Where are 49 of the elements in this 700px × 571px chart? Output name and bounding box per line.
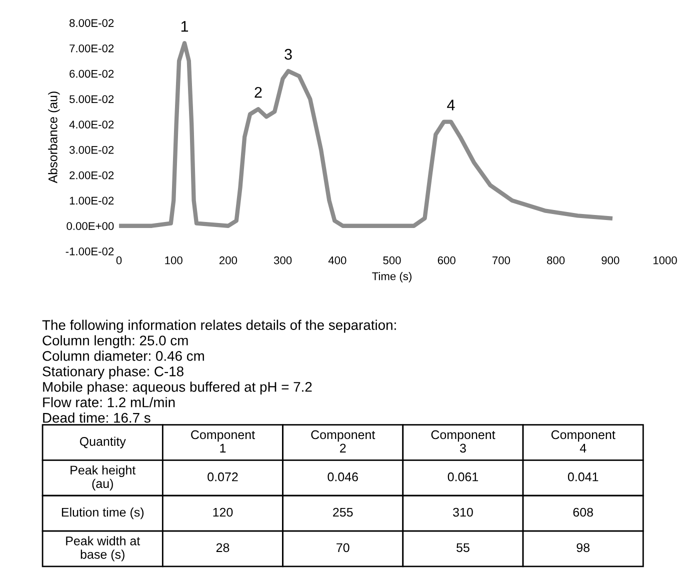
- x-tick-label: 900: [602, 256, 620, 264]
- text: Component 1: [191, 430, 255, 452]
- y-tick-label: 4.00E-02: [69, 120, 114, 128]
- x-tick-label: 300: [274, 256, 292, 264]
- annotation: 3: [284, 48, 292, 60]
- text: 70: [336, 543, 350, 552]
- y-tick-label: 6.00E-02: [70, 70, 114, 78]
- y-tick-label: 1.00E-02: [70, 196, 114, 205]
- text: Component 4: [551, 430, 616, 452]
- text: 0.061: [448, 472, 478, 482]
- x-tick-label: 600: [438, 256, 456, 264]
- text: 55: [456, 543, 470, 552]
- line-series: [119, 41, 612, 228]
- x-axis-title: Time (s): [372, 272, 412, 282]
- y-tick-label: 7.00E-02: [70, 44, 114, 52]
- text: 310: [453, 508, 473, 517]
- x-tick-label: 0: [116, 256, 122, 264]
- x-tick-label: 500: [383, 256, 401, 264]
- x-tick-label: 1000: [653, 256, 677, 264]
- y-tick-label: 2.00E-02: [70, 171, 114, 180]
- annotation: 4: [447, 100, 455, 110]
- text: Component 2: [311, 430, 376, 452]
- text: Peak height (au): [70, 465, 136, 490]
- text: 98: [576, 543, 590, 552]
- x-tick-label: 400: [328, 256, 346, 264]
- text: 28: [216, 543, 230, 552]
- x-tick-label: 100: [165, 256, 182, 264]
- x-tick-label: 200: [219, 256, 238, 264]
- annotation: 2: [254, 86, 262, 98]
- y-tick-label: 0.00E+00: [66, 222, 114, 230]
- y-tick-label: 5.00E-02: [69, 95, 114, 104]
- y-axis-title: Absorbance (au): [48, 92, 60, 184]
- y-tick-label: 8.00E-02: [70, 19, 114, 27]
- x-tick-label: 800: [547, 256, 565, 264]
- text: 0.046: [328, 472, 358, 482]
- text: Peak width at base (s): [66, 536, 140, 562]
- text: Component 3: [431, 430, 496, 453]
- text: 0.072: [208, 472, 238, 482]
- y-tick-label: 3.00E-02: [69, 146, 114, 154]
- text: Quantity: [80, 436, 126, 448]
- text: The following information relates details of the separation: Column length: 25.0 cm Column diameter: 0.46 cm Stationary phase: C-18 Mobile phase: aqueous buffered at pH = 7.2 Flow rate: 1.2 mL/min Dead time: 16.7 s: [42, 320, 396, 423]
- text: 608: [573, 508, 593, 517]
- text: Elution time (s): [62, 508, 144, 520]
- x-tick-label: 700: [492, 256, 510, 264]
- annotation: 1: [181, 21, 188, 32]
- text: 120: [213, 508, 233, 517]
- y-tick-label: -1.00E-02: [66, 248, 114, 256]
- text: 255: [333, 508, 353, 517]
- text: 0.041: [568, 472, 598, 482]
